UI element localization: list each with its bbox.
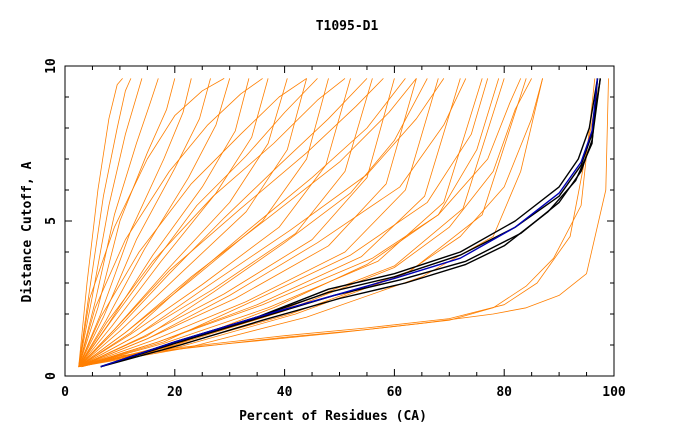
series-line-32 xyxy=(78,78,225,367)
x-tick-label: 60 xyxy=(387,385,403,400)
axis-layer: 0 20 40 60 80 100 0 5 10 xyxy=(44,58,626,400)
x-tick-label: 80 xyxy=(496,385,512,400)
series-line-18 xyxy=(78,78,439,368)
series-line-16 xyxy=(78,78,395,368)
y-tick-label: 5 xyxy=(44,217,59,225)
y-tick-label: 0 xyxy=(44,372,59,380)
series-line-23 xyxy=(78,78,500,368)
series-line-2 xyxy=(78,78,132,367)
series-line-38 xyxy=(78,78,406,368)
series-line-26 xyxy=(78,78,445,368)
series-line-40 xyxy=(78,78,318,367)
series-line-1 xyxy=(78,78,123,367)
series-line-10 xyxy=(78,78,269,367)
series-line-24 xyxy=(78,78,489,368)
x-axis-label: Percent of Residues (CA) xyxy=(239,409,427,424)
series-line-47 xyxy=(100,78,599,368)
series-line-22 xyxy=(78,78,527,368)
series-line-6 xyxy=(78,78,192,367)
series-line-4 xyxy=(78,78,159,367)
x-tick-label: 20 xyxy=(167,385,183,400)
series-line-27 xyxy=(78,78,417,368)
series-line-31 xyxy=(78,78,263,367)
series-line-25 xyxy=(78,78,467,368)
series-line-34 xyxy=(78,78,543,368)
series-line-30 xyxy=(78,78,307,367)
series-line-43 xyxy=(81,78,609,368)
series-line-41 xyxy=(81,78,601,368)
chart-title: T1095-D1 xyxy=(316,19,379,34)
x-tick-label: 0 xyxy=(61,385,69,400)
y-tick-label: 10 xyxy=(44,58,59,74)
series-line-3 xyxy=(78,78,143,367)
series-line-29 xyxy=(78,78,346,367)
series-line-21 xyxy=(78,78,505,368)
series-layer xyxy=(78,78,609,368)
series-line-48 xyxy=(100,78,599,368)
series-line-37 xyxy=(78,78,428,368)
x-tick-label: 40 xyxy=(277,385,293,400)
y-axis-label: Distance Cutoff, A xyxy=(20,161,35,302)
series-line-12 xyxy=(78,78,307,368)
series-line-33 xyxy=(78,78,532,368)
series-line-14 xyxy=(78,78,351,368)
series-line-7 xyxy=(78,78,211,367)
series-line-28 xyxy=(78,78,384,367)
series-line-35 xyxy=(78,78,522,368)
series-line-9 xyxy=(78,78,250,367)
series-line-39 xyxy=(78,78,368,367)
x-tick-label: 100 xyxy=(602,385,626,400)
series-line-8 xyxy=(78,78,231,367)
